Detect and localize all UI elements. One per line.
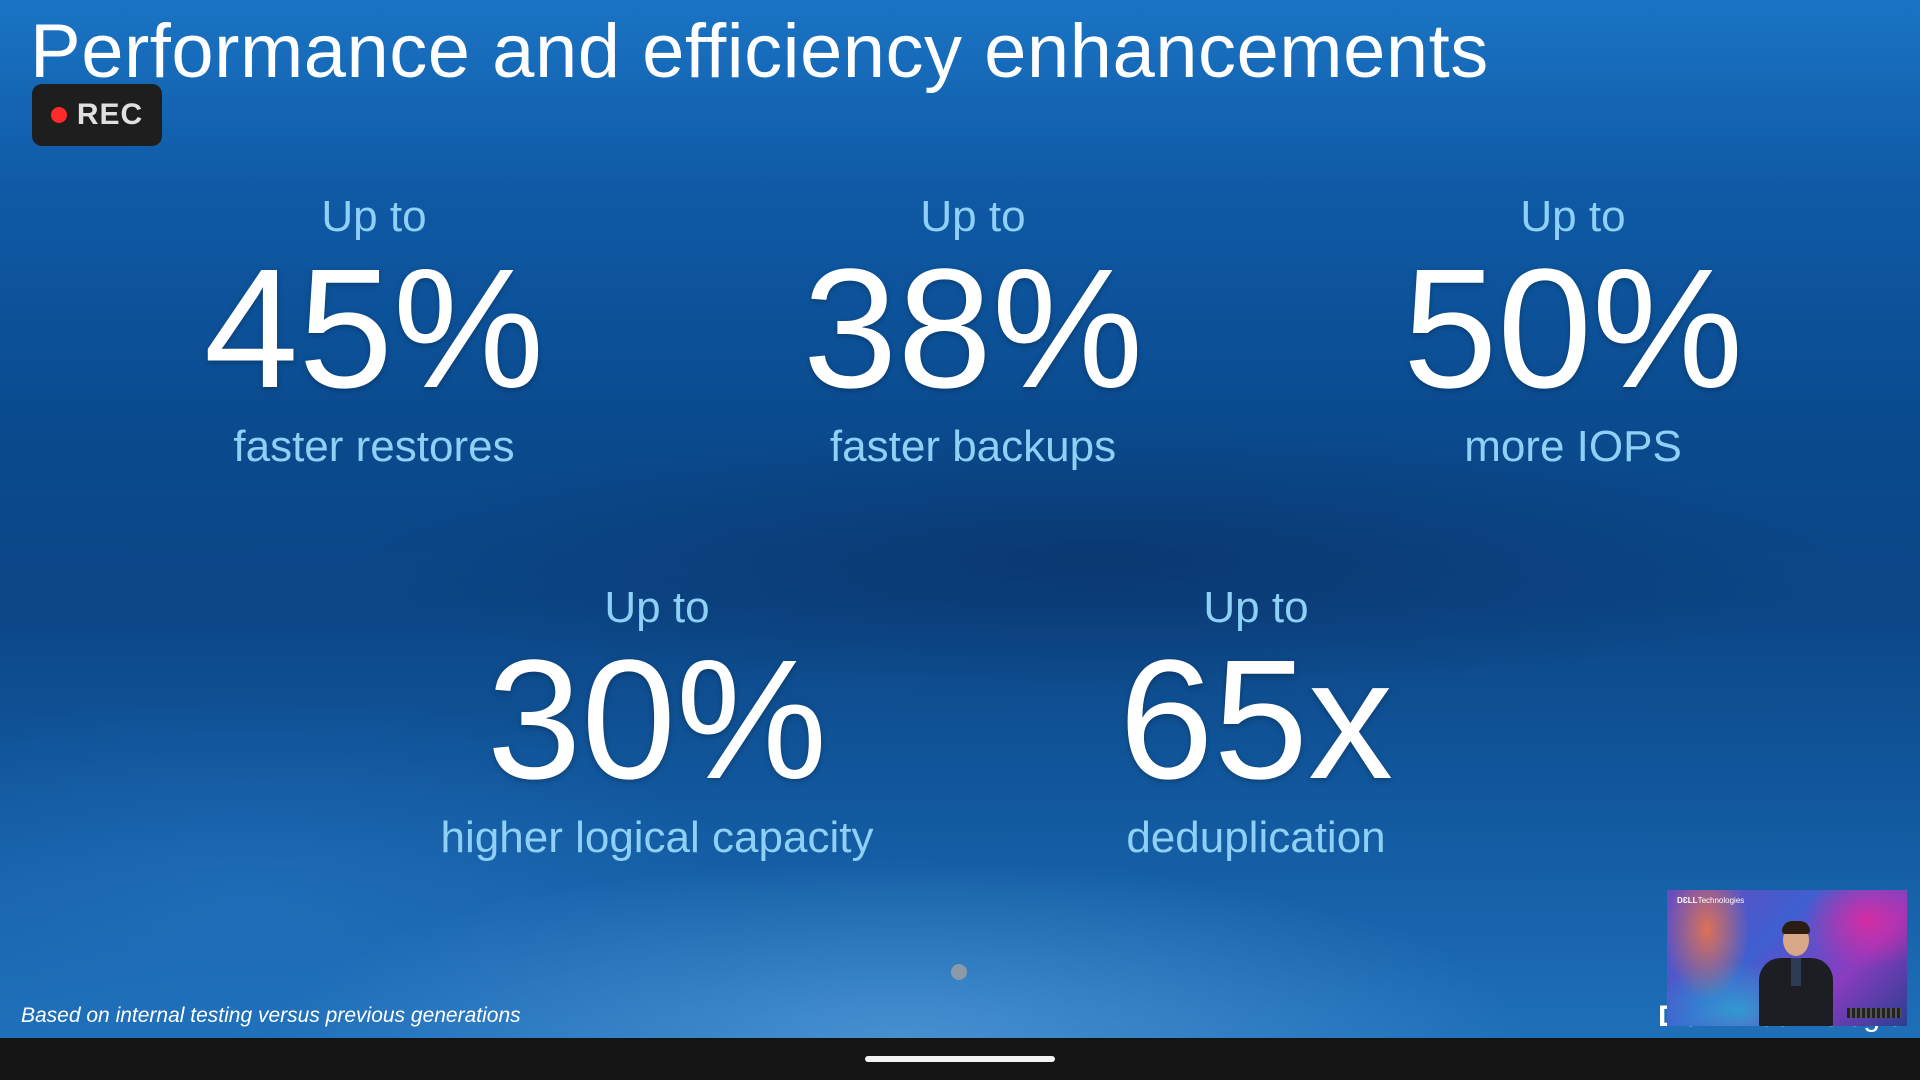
page-indicator-dot[interactable] xyxy=(951,964,967,980)
stat-prefix: Up to xyxy=(1520,192,1626,241)
presenter-figure xyxy=(1755,920,1835,1026)
slide-title: Performance and efficiency enhancements xyxy=(30,9,1489,94)
stat-value: 30% xyxy=(486,625,828,815)
recording-label: REC xyxy=(76,98,144,131)
home-indicator[interactable] xyxy=(865,1056,1055,1062)
slide-footnote: Based on internal testing versus previou… xyxy=(21,1004,521,1027)
server-rack-graphic xyxy=(1847,1008,1901,1018)
stat-value: 50% xyxy=(1402,234,1744,424)
video-logo-rest: Technologies xyxy=(1697,896,1745,905)
presenter-shirt xyxy=(1791,958,1801,986)
stat-prefix: Up to xyxy=(920,192,1026,241)
record-dot-icon xyxy=(50,107,67,123)
video-brand-logo: DƐLLTechnologies xyxy=(1677,896,1744,905)
presenter-video-thumbnail[interactable]: DƐLLTechnologies xyxy=(1667,890,1907,1026)
stat-prefix: Up to xyxy=(604,583,710,632)
video-logo-bold: DƐLL xyxy=(1677,896,1698,905)
slide: Performance and efficiency enhancements … xyxy=(0,0,1920,1038)
presenter-hair xyxy=(1782,921,1810,934)
stat-description: more IOPS xyxy=(1464,422,1682,471)
stat-value: 45% xyxy=(203,234,545,424)
stat-description: higher logical capacity xyxy=(440,813,874,862)
stat-value: 65x xyxy=(1118,625,1394,815)
stat-description: faster backups xyxy=(829,422,1117,471)
stat-prefix: Up to xyxy=(1203,583,1309,632)
recording-badge[interactable]: REC xyxy=(32,84,162,146)
stat-description: faster restores xyxy=(233,422,515,471)
stat-prefix: Up to xyxy=(321,192,427,241)
stat-description: deduplication xyxy=(1126,813,1386,862)
stat-value: 38% xyxy=(802,234,1144,424)
system-navigation-bar xyxy=(0,1038,1920,1080)
